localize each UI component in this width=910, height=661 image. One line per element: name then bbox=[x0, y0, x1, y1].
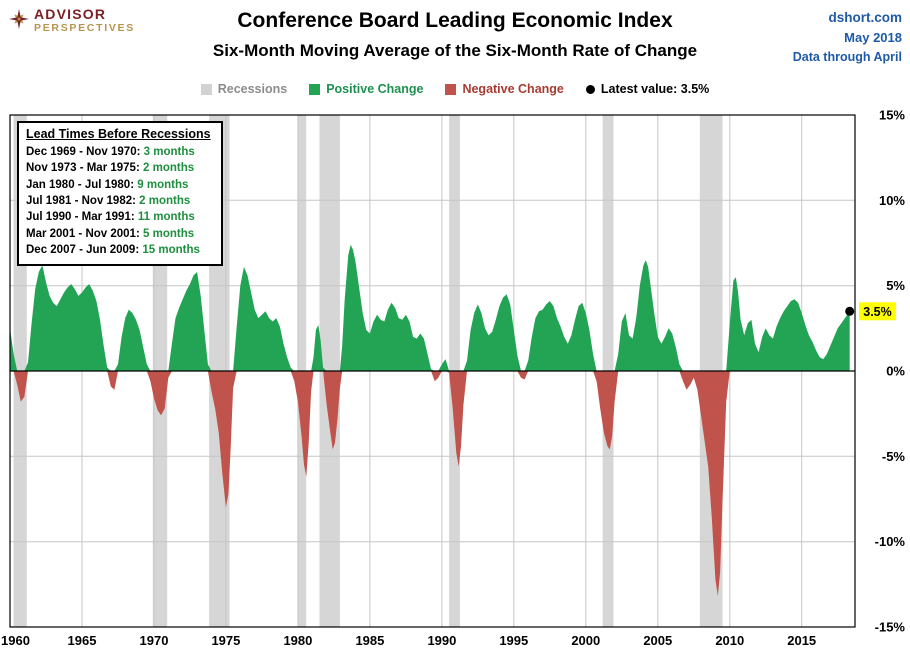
latest-value-dot-swatch bbox=[585, 84, 595, 94]
lead-range: Dec 1969 - Nov 1970: bbox=[26, 146, 141, 158]
logo-line-perspectives: PERSPECTIVES bbox=[34, 21, 135, 34]
lead-times-row: Jan 1980 - Jul 1980: 9 months bbox=[26, 177, 211, 193]
data-through-note: Data through April bbox=[792, 49, 902, 64]
lead-times-row: Jul 1990 - Mar 1991: 11 months bbox=[26, 209, 211, 225]
positive-area bbox=[10, 244, 850, 371]
lead-times-row: Nov 1973 - Mar 1975: 2 months bbox=[26, 160, 211, 176]
legend-label-negative-change: Negative Change bbox=[462, 82, 564, 96]
negative-change-swatch bbox=[445, 83, 457, 95]
lead-months: 11 months bbox=[137, 211, 195, 224]
lead-range: Jul 1990 - Mar 1991: bbox=[26, 211, 135, 224]
latest-value-highlight bbox=[859, 302, 896, 321]
lead-times-row: Dec 1969 - Nov 1970: 3 months bbox=[26, 144, 211, 160]
x-axis-label: 2015 bbox=[787, 633, 816, 648]
advisor-perspectives-logo: ADVISOR PERSPECTIVES bbox=[8, 7, 135, 35]
y-axis-label: 5% bbox=[886, 278, 905, 293]
lead-range: Mar 2001 - Nov 2001: bbox=[26, 227, 140, 240]
y-axis-label: 0% bbox=[886, 364, 905, 379]
y-axis-label: 10% bbox=[879, 193, 905, 208]
logo-line-advisor: ADVISOR bbox=[34, 6, 107, 22]
x-axis-label: 1990 bbox=[427, 633, 456, 648]
lead-range: Dec 2007 - Jun 2009: bbox=[26, 243, 140, 256]
x-axis-label: 1965 bbox=[68, 633, 97, 648]
lead-times-box: Lead Times Before Recessions Dec 1969 - … bbox=[17, 121, 223, 267]
lead-months: 2 months bbox=[143, 162, 195, 175]
x-axis-label: 1960 bbox=[1, 633, 30, 648]
lead-months: 5 months bbox=[143, 227, 195, 240]
compass-icon bbox=[8, 8, 30, 30]
plot-border bbox=[9, 114, 856, 628]
y-axis-label: 15% bbox=[879, 108, 905, 123]
chart-title: Conference Board Leading Economic Index bbox=[237, 9, 673, 32]
x-axis-label: 1970 bbox=[140, 633, 169, 648]
legend-item-negative-change: Negative Change bbox=[445, 82, 564, 96]
legend-item-recessions: Recessions bbox=[200, 82, 288, 96]
positive-change-swatch bbox=[309, 83, 321, 95]
lead-times-row: Dec 2007 - Jun 2009: 15 months bbox=[26, 242, 211, 258]
chart-subtitle: Six-Month Moving Average of the Six-Mont… bbox=[212, 41, 698, 60]
lead-times-row: Jul 1981 - Nov 1982: 2 months bbox=[26, 193, 211, 209]
y-axis-label: -5% bbox=[882, 449, 906, 464]
lead-range: Jul 1981 - Nov 1982: bbox=[26, 194, 136, 207]
source-site: dshort.com bbox=[828, 10, 902, 25]
lead-times-row: Mar 2001 - Nov 2001: 5 months bbox=[26, 226, 211, 242]
lead-months: 3 months bbox=[143, 146, 195, 158]
legend-label-latest-value: Latest value: 3.5% bbox=[600, 82, 710, 96]
lead-months: 2 months bbox=[139, 194, 191, 207]
y-axis-label: -10% bbox=[875, 534, 906, 549]
logo-text: ADVISOR PERSPECTIVES bbox=[34, 7, 135, 35]
legend-label-recessions: Recessions bbox=[217, 82, 288, 96]
legend-item-latest-value: Latest value: 3.5% bbox=[585, 82, 710, 96]
x-axis-label: 1985 bbox=[355, 633, 384, 648]
x-axis-label: 2005 bbox=[643, 633, 672, 648]
negative-area bbox=[10, 371, 850, 597]
legend-item-positive-change: Positive Change bbox=[309, 82, 423, 96]
lead-range: Nov 1973 - Mar 1975: bbox=[26, 162, 140, 175]
y-axis-label: -15% bbox=[875, 620, 906, 635]
x-axis-label: 1995 bbox=[499, 633, 528, 648]
lead-months: 15 months bbox=[142, 243, 200, 256]
latest-value-dot bbox=[845, 306, 855, 316]
lead-times-title: Lead Times Before Recessions bbox=[26, 127, 211, 141]
recessions-swatch bbox=[200, 83, 212, 95]
legend-label-positive-change: Positive Change bbox=[326, 82, 424, 96]
x-axis-label: 1975 bbox=[211, 633, 240, 648]
source-block: dshort.com May 2018 Data through April bbox=[793, 8, 902, 67]
latest-value-label: 3.5% bbox=[863, 305, 892, 319]
x-axis-label: 1980 bbox=[283, 633, 312, 648]
lead-months: 9 months bbox=[137, 178, 189, 191]
x-axis-label: 2010 bbox=[715, 633, 744, 648]
lead-range: Jan 1980 - Jul 1980: bbox=[26, 178, 135, 191]
x-axis-label: 2000 bbox=[571, 633, 600, 648]
chart-legend: Recessions Positive Change Negative Chan… bbox=[0, 82, 910, 96]
source-date: May 2018 bbox=[844, 30, 902, 46]
